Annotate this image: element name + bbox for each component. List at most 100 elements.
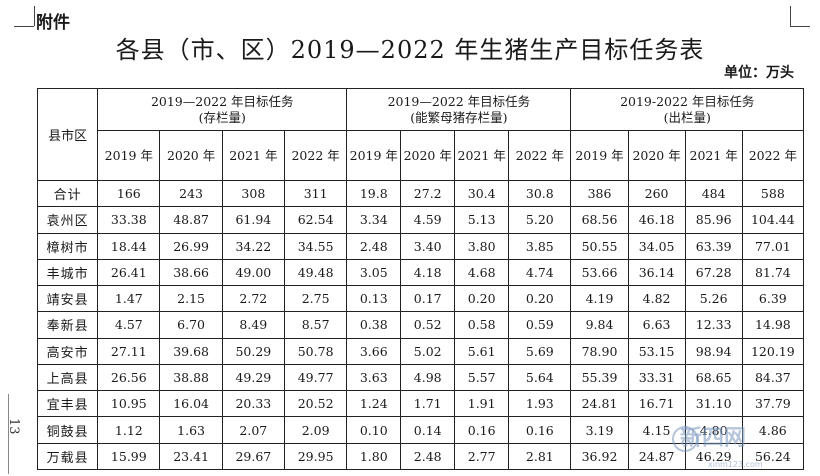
table-cell: 36.92	[570, 442, 629, 471]
year-header: 2020 年	[159, 130, 223, 181]
table-cell: 1.63	[159, 416, 223, 444]
table-cell: 6.39	[741, 285, 805, 313]
table-cell: 0.20	[508, 285, 572, 313]
table-cell: 4.74	[508, 258, 572, 287]
table-cell: 20.52	[283, 390, 348, 418]
table-cell: 46.18	[627, 206, 686, 234]
table-cell: 29.95	[283, 442, 348, 471]
table-cell: 2.48	[346, 232, 402, 260]
header-year-row: 2019 年 2020 年 2021 年 2022 年 2019 年 2020 …	[38, 130, 805, 181]
year-header: 2020 年	[400, 130, 456, 181]
table-cell: 2.09	[283, 416, 348, 444]
group-header-sow: 2019—2022 年目标任务 (能繁母猪存栏量)	[346, 88, 572, 131]
page-number: 13	[6, 418, 21, 435]
table-cell: 308	[221, 179, 285, 208]
table-cell: 3.66	[346, 337, 402, 365]
watermark-logo-icon	[672, 426, 698, 452]
table-row: 宜丰县 10.95 16.04 20.33 20.52 1.24 1.71 1.91 1.93 2…	[36, 390, 805, 418]
table-cell: 50.29	[221, 337, 285, 365]
table-cell: 0.13	[346, 285, 402, 313]
table-cell: 0.14	[400, 416, 456, 444]
target-task-table: 县市区 2019—2022 年目标任务 (存栏量) 2019—2022 年目标任…	[36, 88, 805, 471]
watermark-text: 新四网	[680, 426, 747, 451]
table-cell: 8.49	[221, 311, 285, 339]
table-cell: 120.19	[741, 337, 805, 365]
table-cell: 5.20	[508, 206, 572, 234]
year-header: 2022 年	[508, 130, 572, 181]
table-cell: 3.85	[508, 232, 572, 260]
year-header: 2021 年	[221, 130, 285, 181]
crop-mark-top-left-h	[14, 26, 34, 27]
table-row: 合计 166 243 308 311 19.8 27.2 30.4 30.8 386 260 484 5…	[36, 179, 805, 208]
table-row: 丰城市 26.41 38.66 49.00 49.48 3.05 4.18 4.68 4.74 5…	[36, 258, 805, 287]
table-cell: 1.71	[400, 390, 456, 418]
table-cell: 2.15	[159, 285, 223, 313]
table-cell: 6.70	[159, 311, 223, 339]
table-cell: 49.29	[221, 363, 285, 392]
table-cell: 5.61	[454, 337, 510, 365]
table-cell: 24.81	[570, 390, 629, 418]
table-row: 奉新县 4.57 6.70 8.49 8.57 0.38 0.52 0.58 0.59 9.84 6…	[36, 311, 805, 339]
table-row: 上高县 26.56 38.88 49.29 49.77 3.63 4.98 5.57 5.64 5…	[36, 363, 805, 392]
table-cell: 84.37	[741, 363, 805, 392]
row-county-name: 上高县	[36, 363, 99, 392]
row-county-name: 奉新县	[36, 311, 99, 339]
group-title: 2019—2022 年目标任务	[387, 93, 531, 109]
table-cell: 16.04	[159, 390, 223, 418]
table-cell: 49.77	[283, 363, 348, 392]
table-cell: 50.55	[570, 232, 629, 260]
table-cell: 6.63	[627, 311, 686, 339]
table-cell: 0.20	[454, 285, 510, 313]
group-subtitle: (出栏量)	[663, 109, 711, 125]
table-cell: 30.4	[454, 179, 510, 208]
table-cell: 53.66	[570, 258, 629, 287]
table-cell: 4.86	[741, 416, 805, 444]
table-cell: 2.81	[508, 442, 572, 471]
table-cell: 33.38	[97, 206, 161, 234]
table-cell: 311	[283, 179, 348, 208]
year-header: 2019 年	[346, 130, 402, 181]
table-cell: 37.79	[741, 390, 805, 418]
table-cell: 26.99	[159, 232, 223, 260]
table-cell: 34.05	[627, 232, 686, 260]
table-cell: 4.57	[97, 311, 161, 339]
table-cell: 2.72	[221, 285, 285, 313]
row-county-name: 铜鼓县	[36, 416, 99, 444]
table-row: 袁州区 33.38 48.87 61.94 62.54 3.34 4.59 5.13 5.20 6…	[36, 206, 805, 234]
table-cell: 2.75	[283, 285, 348, 313]
table-cell: 27.2	[400, 179, 456, 208]
table-cell: 20.33	[221, 390, 285, 418]
table-cell: 9.84	[570, 311, 629, 339]
row-county-name: 丰城市	[36, 258, 99, 287]
row-county-name: 袁州区	[36, 206, 99, 234]
table-cell: 56.24	[741, 442, 805, 471]
table-cell: 3.19	[570, 416, 629, 444]
table-cell: 5.26	[684, 285, 743, 313]
table-cell: 0.38	[346, 311, 402, 339]
table-cell: 2.48	[400, 442, 456, 471]
table-cell: 1.93	[508, 390, 572, 418]
table-cell: 1.91	[454, 390, 510, 418]
table-cell: 1.24	[346, 390, 402, 418]
table-cell: 0.16	[508, 416, 572, 444]
table-cell: 15.99	[97, 442, 161, 471]
table-cell: 39.68	[159, 337, 223, 365]
table-cell: 33.31	[627, 363, 686, 392]
table-cell: 5.13	[454, 206, 510, 234]
year-header: 2021 年	[684, 130, 743, 181]
table-cell: 67.28	[684, 258, 743, 287]
row-county-name: 万载县	[36, 442, 99, 471]
table-cell: 30.8	[508, 179, 572, 208]
table-cell: 10.95	[97, 390, 161, 418]
crop-mark-top-left-v	[34, 6, 35, 26]
table-cell: 0.16	[454, 416, 510, 444]
group-title: 2019—2022 年目标任务	[150, 93, 294, 109]
attachment-label: 附件	[36, 13, 70, 33]
year-header: 2021 年	[454, 130, 510, 181]
table-cell: 0.10	[346, 416, 402, 444]
table-cell: 243	[159, 179, 223, 208]
table-cell: 38.66	[159, 258, 223, 287]
table-cell: 5.69	[508, 337, 572, 365]
table-cell: 46.29	[684, 442, 743, 471]
table-cell: 104.44	[741, 206, 805, 234]
